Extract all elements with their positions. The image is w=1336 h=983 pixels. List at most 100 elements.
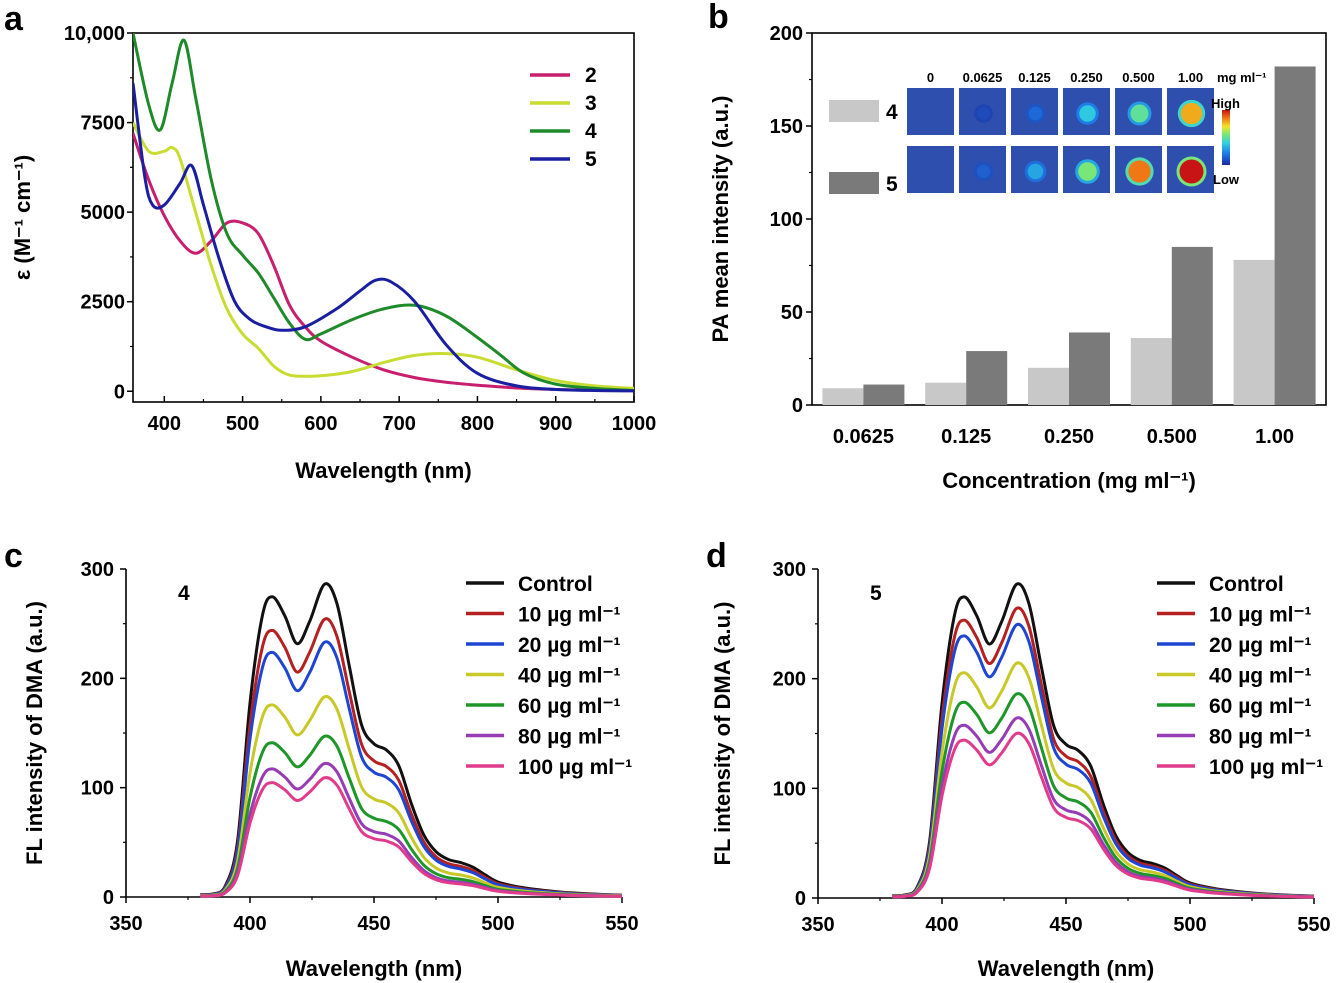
c-legend-label: 80 µg ml⁻¹ — [518, 726, 621, 749]
c-legend-label: 100 µg ml⁻¹ — [518, 756, 632, 779]
c-x-axis-label: Wavelength (nm) — [286, 956, 462, 981]
b-legend-swatch-5 — [829, 172, 879, 194]
b-y-axis-label: PA mean intensity (a.u.) — [708, 96, 733, 343]
b-x-tick-label: 0.125 — [941, 426, 991, 448]
b-bar-5-0.500 — [1171, 246, 1213, 405]
a-y-tick-label: 10,000 — [64, 23, 125, 45]
b-x-tick-label: 0.500 — [1147, 426, 1197, 448]
chart-a-absorption: 400 500 600 700 800 900 1000 0 2500 5000 7500 10,00… — [10, 23, 656, 483]
b-inset-spot — [1128, 160, 1151, 183]
a-series-line-5 — [133, 83, 634, 393]
a-x-tick-label: 500 — [226, 413, 259, 435]
d-x-tick-label: 450 — [1049, 914, 1082, 936]
a-series-line-3 — [133, 121, 634, 390]
b-bar-5-0.250 — [1069, 332, 1110, 405]
d-y-tick-label: 200 — [773, 669, 806, 691]
b-inset-conc-label: 1.00 — [1178, 70, 1203, 85]
c-legend-label: 10 µg ml⁻¹ — [518, 604, 621, 627]
d-x-axis-label: Wavelength (nm) — [978, 956, 1154, 981]
b-y-tick-label: 50 — [781, 302, 803, 324]
b-x-tick-label: 1.00 — [1255, 426, 1294, 448]
b-y-tick-label: 0 — [792, 395, 803, 417]
c-x-tick-label: 550 — [605, 913, 638, 935]
a-x-tick-label: 1000 — [612, 413, 657, 435]
b-inset-conc-label: 0.500 — [1122, 70, 1155, 85]
c-x-tick-label: 450 — [357, 913, 390, 935]
b-x-tick-label: 0.0625 — [833, 426, 894, 448]
a-series-line-4 — [133, 33, 634, 392]
b-legend-label: 5 — [886, 173, 898, 196]
b-colorbar-low: Low — [1213, 172, 1240, 187]
c-x-tick-label: 350 — [109, 913, 142, 935]
b-inset-tile — [907, 88, 954, 135]
c-legend-label: 20 µg ml⁻¹ — [518, 634, 621, 657]
b-inset-spot — [976, 164, 991, 179]
d-x-tick-label: 550 — [1297, 914, 1330, 936]
b-inset-conc-label: 0.250 — [1070, 70, 1103, 85]
c-legend-label: 60 µg ml⁻¹ — [518, 695, 621, 718]
panel-label-a: a — [4, 0, 24, 38]
c-y-tick-label: 200 — [81, 668, 114, 690]
d-x-tick-label: 350 — [801, 914, 834, 936]
a-y-axis-label: ε (M⁻¹ cm⁻¹) — [10, 155, 35, 280]
b-inset-unit-label: mg ml⁻¹ — [1217, 70, 1266, 85]
chart-c-fluorescence: 350 400 450 500 550 0 100 200 300 Wavelength (nm)… — [22, 559, 639, 981]
d-legend-label: 20 µg ml⁻¹ — [1209, 634, 1312, 657]
d-legend-label: 40 µg ml⁻¹ — [1209, 665, 1312, 688]
a-x-tick-label: 900 — [539, 413, 572, 435]
b-y-tick-label: 150 — [770, 116, 803, 138]
c-y-tick-label: 0 — [103, 887, 114, 909]
c-y-axis-label: FL intensity of DMA (a.u.) — [22, 601, 47, 865]
b-inset-spot — [977, 107, 990, 120]
b-inset-conc-label: 0.0625 — [963, 70, 1003, 85]
b-inset-spot — [1179, 159, 1204, 184]
c-legend-label: Control — [518, 573, 593, 596]
d-legend-label: Control — [1209, 573, 1284, 596]
b-legend-label: 4 — [886, 101, 898, 124]
a-x-tick-label: 800 — [461, 413, 494, 435]
b-inset-spot — [1079, 105, 1096, 122]
b-bar-4-0.250 — [1028, 367, 1069, 405]
b-y-tick-label: 200 — [770, 23, 803, 45]
a-legend-label: 5 — [585, 148, 597, 171]
a-x-tick-label: 700 — [382, 413, 415, 435]
d-x-tick-label: 500 — [1173, 914, 1206, 936]
b-inset-spot — [1027, 163, 1044, 180]
d-y-tick-label: 300 — [773, 559, 806, 581]
b-colorbar — [1222, 110, 1230, 165]
a-y-tick-label: 2500 — [81, 292, 126, 314]
a-x-tick-label: 600 — [304, 413, 337, 435]
d-series-line — [892, 731, 1315, 899]
b-inset-spot — [1130, 104, 1149, 123]
b-x-axis-label: Concentration (mg ml⁻¹) — [942, 468, 1196, 493]
b-bar-4-1.00 — [1233, 259, 1275, 405]
c-y-tick-label: 300 — [81, 559, 114, 581]
a-y-tick-label: 5000 — [81, 202, 126, 224]
c-series-line — [200, 695, 623, 898]
c-sample-annotation: 4 — [178, 582, 190, 605]
b-inset-spot — [1078, 162, 1097, 181]
a-series-line-2 — [133, 132, 634, 392]
a-x-tick-label: 400 — [148, 413, 181, 435]
b-bar-4-0.125 — [925, 382, 967, 405]
panel-label-d: d — [706, 537, 727, 575]
a-y-tick-label: 7500 — [81, 113, 126, 135]
d-series-line — [892, 622, 1315, 898]
c-series-line — [200, 776, 623, 898]
b-x-tick-label: 0.250 — [1044, 426, 1094, 448]
a-x-axis-label: Wavelength (nm) — [295, 458, 471, 483]
c-x-tick-label: 500 — [481, 913, 514, 935]
d-y-tick-label: 0 — [795, 888, 806, 910]
b-inset-conc-label: 0 — [927, 70, 934, 85]
a-y-tick-label: 0 — [114, 381, 125, 403]
b-bar-5-0.0625 — [863, 384, 905, 405]
d-y-axis-label: FL intensity of DMA (a.u.) — [710, 602, 735, 866]
b-inset-conc-label: 0.125 — [1018, 70, 1051, 85]
d-series-line — [892, 692, 1315, 899]
d-legend-label: 60 µg ml⁻¹ — [1209, 695, 1312, 718]
chart-d-fluorescence: 350 400 450 500 550 0 100 200 300 Wavelength (nm)… — [710, 559, 1331, 981]
b-bar-5-0.125 — [966, 351, 1008, 405]
d-legend-label: 80 µg ml⁻¹ — [1209, 726, 1312, 749]
